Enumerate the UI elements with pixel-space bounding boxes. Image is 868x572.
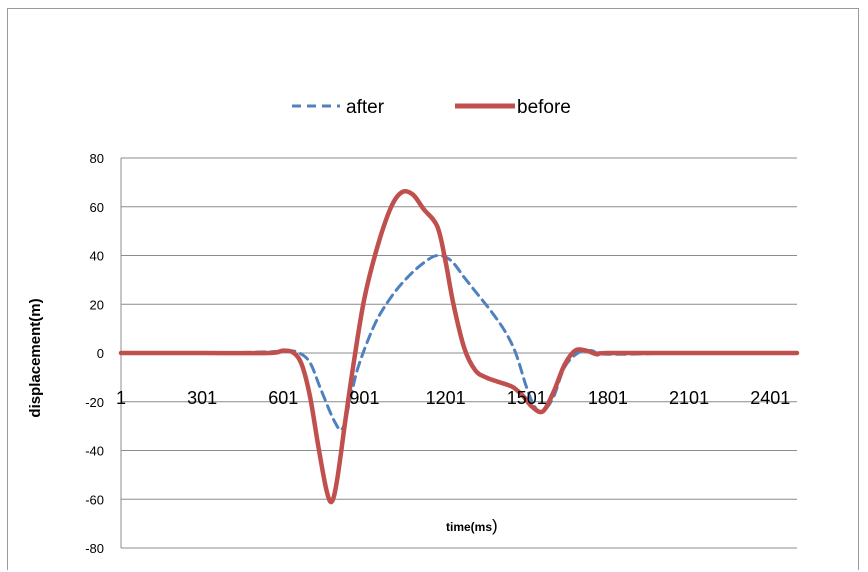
y-tick-label: -20 — [85, 395, 104, 410]
legend-label-before: before — [517, 97, 571, 118]
y-tick-label: 60 — [90, 200, 104, 215]
y-tick-label: 40 — [90, 249, 104, 264]
series-line-before — [118, 188, 800, 505]
x-axis-label: time(ms) — [446, 516, 498, 535]
legend: after before — [292, 97, 571, 118]
y-tick-label: 0 — [97, 346, 104, 361]
x-axis-label-paren: ) — [492, 516, 498, 535]
y-tick-label: -80 — [85, 541, 104, 556]
y-axis-label: displacement(m) — [27, 298, 44, 417]
x-tick-label: 2401 — [750, 388, 790, 408]
x-tick-labels: 1 301 601 901 1201 1501 1801 2101 2401 — [116, 388, 790, 408]
chart-frame — [7, 8, 859, 570]
y-tick-label: -40 — [85, 444, 104, 459]
y-tick-label: 80 — [90, 151, 104, 166]
x-tick-label: 2101 — [669, 388, 709, 408]
y-tick-label: -60 — [85, 492, 104, 507]
x-tick-label: 1501 — [507, 388, 547, 408]
y-tick-label: 20 — [90, 297, 104, 312]
x-tick-label: 601 — [268, 388, 298, 408]
x-tick-label: 1801 — [588, 388, 628, 408]
series-layer — [118, 188, 800, 505]
x-axis-label-text: time(ms — [446, 520, 492, 534]
x-tick-label: 1201 — [426, 388, 466, 408]
x-tick-label: 901 — [349, 388, 379, 408]
x-tick-label: 1 — [116, 388, 126, 408]
legend-label-after: after — [346, 97, 385, 118]
x-tick-label: 301 — [187, 388, 217, 408]
y-tick-labels: 80 60 40 20 0 -20 -40 -60 -80 — [85, 151, 104, 556]
